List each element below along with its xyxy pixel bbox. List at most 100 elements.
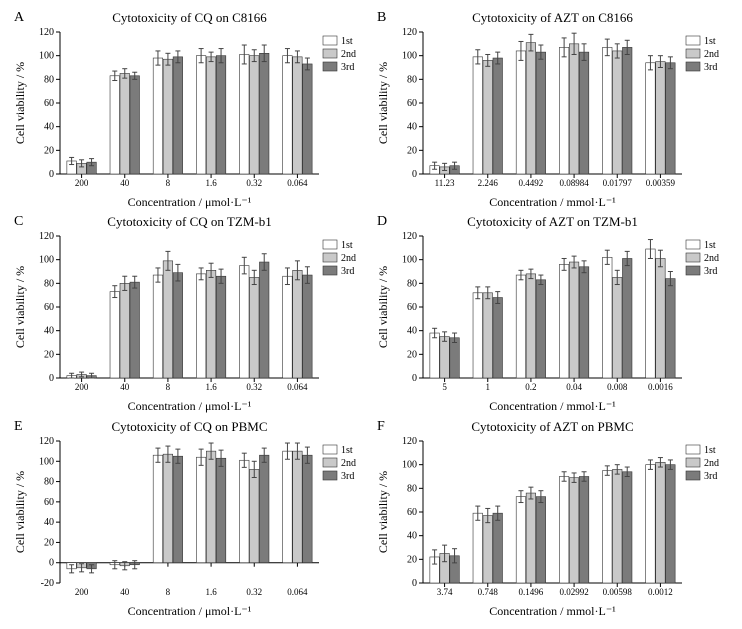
xtick-label: 8: [166, 587, 171, 597]
legend-label: 3rd: [704, 62, 717, 73]
x-axis-label: Concentration / μmol·L⁻¹: [128, 399, 252, 413]
legend-swatch: [686, 36, 700, 45]
x-axis-label: Concentration / mmol·L⁻¹: [489, 604, 616, 618]
ytick-label: 0: [49, 373, 54, 384]
y-axis-label: Cell viability / %: [376, 266, 390, 348]
xtick-label: 200: [75, 587, 89, 597]
bar: [283, 56, 292, 174]
xtick-label: 0.0012: [648, 587, 673, 597]
xtick-label: 2.246: [478, 178, 499, 188]
legend-swatch: [686, 471, 700, 480]
legend-swatch: [323, 240, 337, 249]
ytick-label: 0: [49, 169, 54, 180]
bar: [569, 44, 578, 174]
legend-label: 1st: [341, 445, 353, 456]
legend-swatch: [686, 49, 700, 58]
bar: [526, 43, 535, 174]
ytick-label: 80: [407, 279, 417, 290]
bar: [526, 274, 535, 378]
bar: [646, 464, 655, 582]
bar: [440, 337, 449, 378]
bar: [473, 57, 482, 174]
y-axis-label: Cell viability / %: [13, 266, 27, 348]
ytick-label: 100: [402, 51, 417, 62]
xtick-label: 0.04: [566, 382, 582, 392]
xtick-label: 40: [120, 587, 130, 597]
xtick-label: 0.01797: [603, 178, 633, 188]
ytick-label: 0: [412, 169, 417, 180]
ytick-label: 40: [44, 122, 54, 133]
xtick-label: 0.0016: [648, 382, 673, 392]
xtick-label: 1: [486, 382, 491, 392]
legend: 1st2nd3rd: [323, 36, 356, 73]
chart-title: Cytotoxicity of AZT on TZM-b1: [467, 214, 638, 229]
chart-title: Cytotoxicity of AZT on PBMC: [471, 419, 633, 434]
panel-a: A0204060801001202004081.60.320.064Cytoto…: [8, 8, 371, 212]
bar: [173, 57, 182, 174]
bar: [293, 57, 302, 174]
bar: [196, 274, 205, 378]
xtick-label: 40: [120, 382, 130, 392]
ytick-label: 80: [407, 74, 417, 85]
panel-c: C0204060801001202004081.60.320.064Cytoto…: [8, 212, 371, 416]
bar: [579, 267, 588, 378]
ytick-label: 20: [44, 537, 54, 548]
bar: [216, 458, 225, 562]
ytick-label: 20: [407, 554, 417, 565]
xtick-label: 40: [120, 178, 130, 188]
panel-d: D020406080100120510.20.040.0080.0016Cyto…: [371, 212, 734, 416]
ytick-label: 100: [39, 255, 54, 266]
bar: [569, 262, 578, 378]
bar: [559, 265, 568, 379]
panel-f: F0204060801001203.740.7480.14960.029920.…: [371, 417, 734, 621]
bar: [173, 273, 182, 378]
panel-letter: E: [14, 419, 23, 435]
legend-swatch: [686, 445, 700, 454]
legend-label: 3rd: [704, 266, 717, 277]
ytick-label: 60: [407, 98, 417, 109]
bar: [493, 58, 502, 174]
bar: [603, 47, 612, 174]
bar: [473, 293, 482, 378]
legend: 1st2nd3rd: [323, 240, 356, 277]
bar: [206, 271, 215, 379]
ytick-label: 40: [407, 326, 417, 337]
bar: [516, 51, 525, 174]
bar: [240, 460, 249, 562]
xtick-label: 0.064: [287, 587, 308, 597]
bar: [559, 476, 568, 583]
panel-letter: C: [14, 214, 23, 230]
legend-swatch: [686, 253, 700, 262]
bar: [196, 457, 205, 562]
bar: [450, 338, 459, 378]
bar: [656, 259, 665, 379]
bar: [569, 477, 578, 582]
bar: [283, 277, 292, 379]
ytick-label: 100: [39, 51, 54, 62]
bar: [196, 56, 205, 174]
bar: [240, 266, 249, 378]
legend-label: 3rd: [341, 266, 354, 277]
ytick-label: 60: [407, 302, 417, 313]
legend-label: 1st: [704, 445, 716, 456]
xtick-label: 0.064: [287, 382, 308, 392]
ytick-label: 60: [44, 98, 54, 109]
ytick-label: 80: [407, 483, 417, 494]
bar: [250, 469, 259, 562]
y-axis-label: Cell viability / %: [376, 62, 390, 144]
panel-letter: F: [377, 419, 385, 435]
ytick-label: 20: [44, 145, 54, 156]
legend-label: 2nd: [704, 49, 719, 60]
bar: [163, 454, 172, 563]
legend-label: 1st: [341, 36, 353, 47]
bar: [153, 58, 162, 174]
ytick-label: 100: [402, 255, 417, 266]
ytick-label: 100: [402, 459, 417, 470]
ytick-label: 80: [44, 74, 54, 85]
xtick-label: 0.4492: [519, 178, 544, 188]
bar: [666, 63, 675, 174]
ytick-label: 60: [44, 497, 54, 508]
xtick-label: 0.008: [607, 382, 628, 392]
ytick-label: 20: [407, 145, 417, 156]
ytick-label: 40: [407, 122, 417, 133]
